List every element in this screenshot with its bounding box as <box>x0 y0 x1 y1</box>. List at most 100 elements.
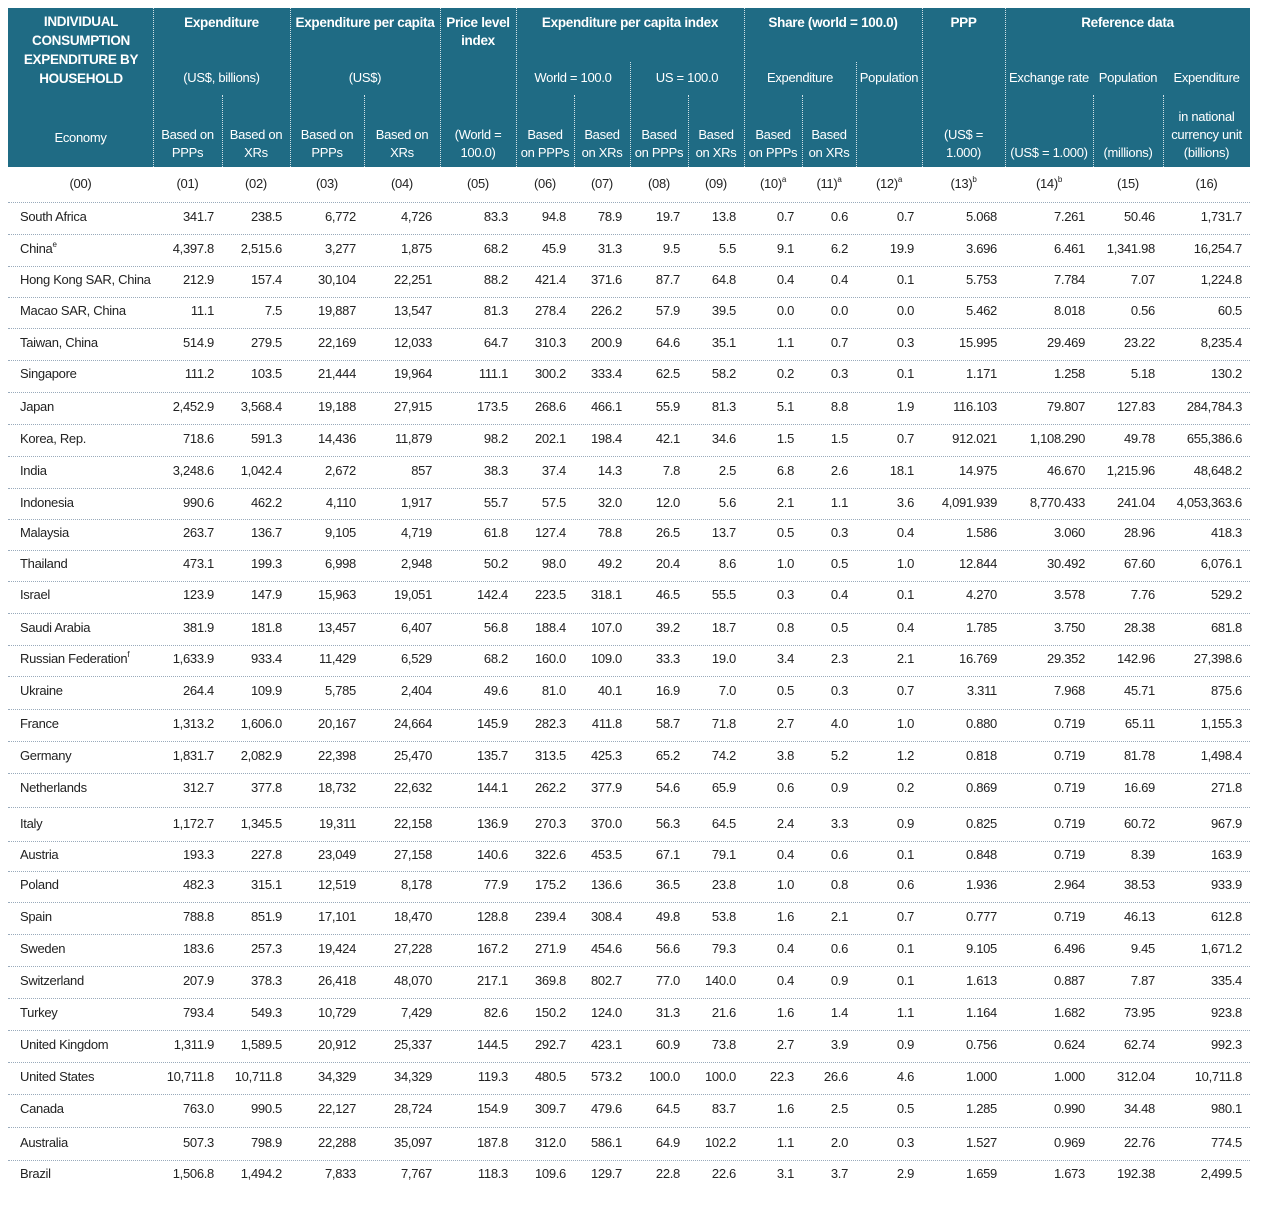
cell-value: 3,248.6 <box>172 463 215 478</box>
cell-value: 271.8 <box>1210 780 1242 795</box>
cell-value: 5.753 <box>965 272 997 287</box>
cell-value: 4,726 <box>400 209 432 224</box>
footnote-mark: a <box>781 175 787 184</box>
cell-value: 202.1 <box>534 431 566 446</box>
cell-value: 19,424 <box>318 941 356 956</box>
cell-value: 55.9 <box>655 399 680 414</box>
row-separator <box>8 966 1250 967</box>
cell-value: 313.5 <box>534 748 566 763</box>
row-separator <box>8 328 1250 329</box>
cell-value: 23.22 <box>1123 335 1155 350</box>
cell-value: 0.1 <box>896 941 914 956</box>
cell-value: 24,664 <box>394 716 432 731</box>
cell-value: 7,767 <box>400 1166 432 1181</box>
cell-value: 268.6 <box>534 399 566 414</box>
column-code: (13)b <box>950 175 977 192</box>
cell-value: 128.8 <box>476 909 508 924</box>
cell-value: 0.5 <box>776 525 794 540</box>
column-code: (02) <box>245 176 267 191</box>
cell-value: 0.4 <box>776 973 794 988</box>
cell-value: 529.2 <box>1210 587 1242 602</box>
row-separator <box>8 676 1250 677</box>
row-separator <box>8 1127 1250 1128</box>
column-label: Based on PPPs <box>161 127 214 160</box>
group-heading: Reference data <box>1081 15 1174 30</box>
row-separator <box>8 581 1250 582</box>
column-code: (05) <box>467 176 489 191</box>
row-separator <box>8 934 1250 935</box>
header-divider <box>574 95 575 167</box>
cell-value: 1,345.5 <box>240 816 283 831</box>
column-code: (04) <box>391 176 413 191</box>
cell-value: 271.9 <box>534 941 566 956</box>
cell-value: 118.3 <box>477 1166 508 1181</box>
row-separator <box>8 807 1250 808</box>
column-code: (14)b <box>1035 175 1063 192</box>
cell-value: 10,729 <box>318 1005 356 1020</box>
cell-value: 1,731.7 <box>1200 209 1243 224</box>
cell-value: 4,397.8 <box>172 241 215 256</box>
cell-value: 479.6 <box>590 1101 622 1116</box>
cell-value: 56.3 <box>655 816 680 831</box>
economy-name: Russian Federationf <box>20 650 130 667</box>
cell-value: 7,833 <box>324 1166 356 1181</box>
cell-value: 381.9 <box>182 620 214 635</box>
header-divider <box>1163 95 1164 167</box>
cell-value: 0.4 <box>896 620 914 635</box>
cell-value: 318.1 <box>590 587 622 602</box>
cell-value: 175.2 <box>534 877 566 892</box>
cell-value: 18,470 <box>394 909 432 924</box>
cell-value: 144.5 <box>476 1037 508 1052</box>
cell-value: 7.87 <box>1130 973 1155 988</box>
cell-value: 1.4 <box>830 1005 848 1020</box>
cell-value: 19,188 <box>318 399 356 414</box>
cell-value: 79.807 <box>1047 399 1085 414</box>
cell-value: 2,404 <box>400 683 432 698</box>
economy-name: Italy <box>20 816 43 831</box>
economy-name: Sweden <box>20 941 66 956</box>
cell-value: 145.9 <box>476 716 508 731</box>
cell-value: 0.1 <box>896 587 914 602</box>
header-divider <box>802 95 803 167</box>
cell-value: 154.9 <box>476 1101 508 1116</box>
cell-value: 7.968 <box>1053 683 1085 698</box>
footnote-mark: e <box>52 240 57 249</box>
cell-value: 88.2 <box>483 272 508 287</box>
cell-value: 3.6 <box>896 495 914 510</box>
cell-value: 990.6 <box>182 495 214 510</box>
cell-value: 1.0 <box>896 716 914 731</box>
row-separator <box>8 360 1250 361</box>
header-divider <box>688 95 689 167</box>
header-divider <box>630 62 631 167</box>
cell-value: 312.04 <box>1117 1069 1155 1084</box>
cell-value: 53.8 <box>711 909 736 924</box>
cell-value: 38.53 <box>1123 877 1155 892</box>
cell-value: 1.5 <box>776 431 794 446</box>
cell-value: 109.9 <box>250 683 282 698</box>
cell-value: 87.7 <box>655 272 680 287</box>
row-separator <box>8 709 1250 710</box>
economy-name: Canada <box>20 1101 64 1116</box>
column-label: in national currency unit (billions) <box>1171 109 1242 160</box>
cell-value: 27,915 <box>394 399 432 414</box>
cell-value: 1,108.290 <box>1029 431 1085 446</box>
cell-value: 29.352 <box>1047 651 1085 666</box>
cell-value: 111.2 <box>184 366 214 381</box>
cell-value: 0.719 <box>1053 716 1085 731</box>
cell-value: 7.261 <box>1053 209 1085 224</box>
cell-value: 12,033 <box>394 335 432 350</box>
cell-value: 107.0 <box>590 620 622 635</box>
column-label: Based on XRs <box>375 127 429 160</box>
cell-value: 1.000 <box>1053 1069 1085 1084</box>
cell-value: 992.3 <box>1210 1037 1242 1052</box>
cell-value: 13.7 <box>711 525 736 540</box>
cell-value: 136.9 <box>476 816 508 831</box>
cell-value: 1.0 <box>776 877 794 892</box>
cell-value: 22,127 <box>318 1101 356 1116</box>
cell-value: 851.9 <box>250 909 282 924</box>
cell-value: 793.4 <box>182 1005 214 1020</box>
cell-value: 74.2 <box>711 748 736 763</box>
cell-value: 0.3 <box>896 335 914 350</box>
footnote-mark: f <box>127 650 130 659</box>
cell-value: 48,070 <box>394 973 432 988</box>
